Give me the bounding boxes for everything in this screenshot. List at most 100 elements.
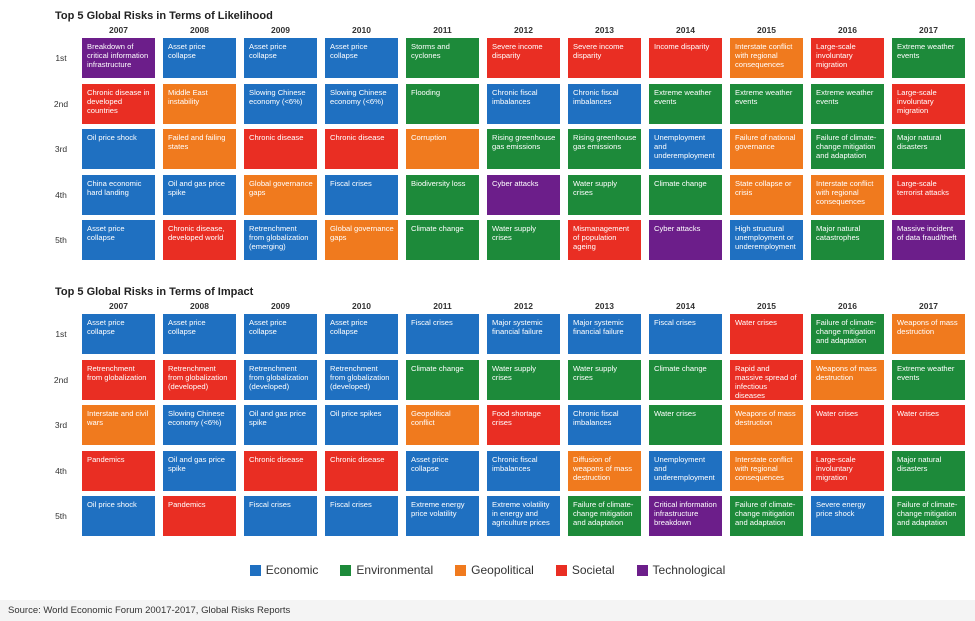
risk-cell: Water supply crises [487, 359, 560, 400]
risk-cell: Corruption [406, 129, 479, 169]
legend-item: Geopolitical [455, 563, 534, 577]
risk-cell: Large-scale involuntary migration [811, 38, 884, 78]
risk-cell: Interstate conflict with regional conseq… [730, 38, 803, 78]
risk-cell: Oil and gas price spike [163, 174, 236, 215]
risk-cell: Global governance gaps [325, 220, 398, 260]
risk-cell: Asset price collapse [325, 38, 398, 78]
year-label: 2015 [757, 25, 776, 35]
year-label: 2011 [433, 25, 452, 35]
risk-cell: State collapse or crisis [730, 174, 803, 215]
risk-cell: Major natural catastrophes [811, 220, 884, 260]
year-label: 2016 [838, 25, 857, 35]
rank-label: 3rd [54, 144, 68, 154]
risk-cell: Asset price collapse [82, 220, 155, 260]
risk-cell: Rising greenhouse gas emissions [568, 129, 641, 169]
risk-cell: Oil price shock [82, 496, 155, 536]
risk-cell: Unemployment and underemployment [649, 450, 722, 491]
risk-cell: Interstate and civil wars [82, 405, 155, 445]
risk-cell: Slowing Chinese economy (<6%) [244, 83, 317, 124]
year-label: 2010 [352, 301, 371, 311]
risk-cell: Climate change [649, 359, 722, 400]
risk-cell: Failed and failing states [163, 129, 236, 169]
risk-cell: Interstate conflict with regional conseq… [811, 174, 884, 215]
rank-label: 2nd [53, 374, 69, 385]
legend-swatch [555, 564, 567, 576]
risk-cell: Oil price spikes [325, 405, 398, 445]
risk-cell: Oil price shock [82, 129, 155, 169]
risk-cell: Diffusion of weapons of mass destruction [568, 450, 641, 491]
rank-label: 2nd [53, 98, 69, 109]
year-label: 2009 [271, 25, 290, 35]
risk-cell: Failure of climate-change mitigation and… [892, 496, 965, 536]
risk-cell: Water crises [811, 405, 884, 445]
legend-item: Economic [249, 563, 318, 577]
risk-cell: Flooding [406, 83, 479, 124]
legend-swatch [455, 564, 467, 576]
risk-cell: Failure of climate-change mitigation and… [811, 129, 884, 169]
risk-cell: Major systemic financial failure [487, 314, 560, 354]
risk-cell: Fiscal crises [325, 496, 398, 536]
risk-cell: Major systemic financial failure [568, 314, 641, 354]
risk-cell: Failure of climate-change mitigation and… [811, 314, 884, 354]
risk-cell: Breakdown of critical information infras… [82, 38, 155, 78]
year-label: 2014 [676, 25, 695, 35]
risk-cell: Climate change [649, 174, 722, 215]
risk-cell: Asset price collapse [163, 38, 236, 78]
risk-cell: Severe income disparity [487, 38, 560, 78]
risk-cell: Water crises [649, 405, 722, 445]
likelihood-title: Top 5 Global Risks in Terms of Likelihoo… [55, 10, 273, 22]
source-footer: Source: World Economic Forum 20017-2017,… [0, 600, 975, 621]
risk-cell: Chronic fiscal imbalances [568, 83, 641, 124]
year-label: 2013 [595, 301, 614, 311]
rank-label: 3rd [54, 420, 68, 430]
legend-item: Technological [636, 563, 725, 577]
year-label: 2013 [595, 25, 614, 35]
risk-cell: Asset price collapse [82, 314, 155, 354]
risk-cell: Chronic disease [325, 129, 398, 169]
risk-cell: Asset price collapse [244, 314, 317, 354]
risk-cell: Climate change [406, 220, 479, 260]
risk-cell: Extreme weather events [730, 83, 803, 124]
risk-cell: Storms and cyclones [406, 38, 479, 78]
legend-label: Environmental [356, 563, 434, 577]
risk-cell: Fiscal crises [406, 314, 479, 354]
risk-cell: Interstate conflict with regional conseq… [730, 450, 803, 491]
risk-cell: High structural unemployment or underemp… [730, 220, 803, 260]
risk-cell: Rising greenhouse gas emissions [487, 129, 560, 169]
year-label: 2014 [676, 301, 695, 311]
rank-label: 4th [55, 465, 67, 476]
legend-swatch [249, 564, 261, 576]
risk-cell: Fiscal crises [649, 314, 722, 354]
rank-label: 5th [55, 511, 67, 521]
year-label: 2017 [919, 301, 938, 311]
year-label: 2016 [838, 301, 857, 311]
risk-cell: Chronic disease [244, 450, 317, 491]
year-label: 2009 [271, 301, 290, 311]
source-text: Source: World Economic Forum 20017-2017,… [8, 605, 291, 616]
year-label: 2007 [109, 301, 128, 311]
risk-cell: Retrenchment from globalization [82, 359, 155, 400]
rank-label: 4th [55, 189, 67, 200]
risk-cell: Geopolitical conflict [406, 405, 479, 445]
risk-cell: Cyber attacks [649, 220, 722, 260]
risk-cell: Mismanagement of population ageing [568, 220, 641, 260]
risk-cell: Severe income disparity [568, 38, 641, 78]
year-label: 2008 [190, 25, 209, 35]
risk-cell: Critical information infrastructure brea… [649, 496, 722, 536]
risk-cell: Retrenchment from globalization (develop… [244, 359, 317, 400]
risk-cell: Chronic fiscal imbalances [487, 450, 560, 491]
risk-cell: Water supply crises [568, 174, 641, 215]
risk-cell: Unemployment and underemployment [649, 129, 722, 169]
risk-cell: Failure of national governance [730, 129, 803, 169]
risk-cell: Rapid and massive spread of infectious d… [730, 359, 803, 400]
risk-cell: Food shortage crises [487, 405, 560, 445]
risk-cell: Pandemics [163, 496, 236, 536]
risk-cell: Water crises [730, 314, 803, 354]
risk-cell: Cyber attacks [487, 174, 560, 215]
risk-cell: Major natural disasters [892, 129, 965, 169]
risk-cell: Failure of climate-change mitigation and… [730, 496, 803, 536]
risk-cell: Weapons of mass destruction [730, 405, 803, 445]
rank-label: 1st [55, 329, 67, 339]
risk-cell: Extreme energy price volatility [406, 496, 479, 536]
risk-cell: Pandemics [82, 450, 155, 491]
